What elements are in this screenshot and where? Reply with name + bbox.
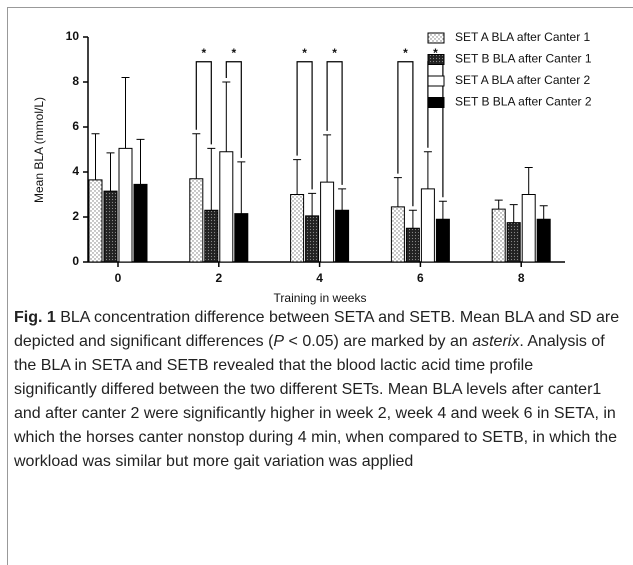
figure-frame [7,7,633,565]
x-tick-label: 6 [417,271,424,285]
bar [189,178,204,263]
y-tick-label: 0 [72,254,79,268]
significance-label: * [231,46,236,60]
bar [335,209,350,263]
caption-text: P [273,333,285,350]
bar [118,147,133,263]
bar [103,190,118,263]
significance-bracket [296,61,313,190]
chart: Training in weeks Mean BLA (mmol/L) 0 2 4 6… [32,29,592,305]
caption-text: BLA concentration difference between SET… [14,309,620,350]
bar [88,179,103,263]
legend-swatch [427,32,445,44]
x-tick-label: 8 [518,271,525,285]
significance-bracket [397,61,414,207]
caption: Fig. 1 BLA concentration difference betw… [14,306,620,474]
legend-label: SET A BLA after Canter 1 [455,30,591,44]
bar [390,206,405,263]
caption-text: . Analysis of the BLA in SETA and SETB r… [14,333,617,470]
bar [435,218,450,263]
y-tick-label: 8 [72,74,79,88]
caption-text: asterix [472,333,520,350]
caption-text: < 0.05) are marked by an [284,333,473,350]
significance-label: * [201,46,206,60]
bar [420,188,435,263]
bar [133,183,148,263]
significance-label: * [433,46,438,60]
bar [491,208,506,263]
x-tick-label: 0 [115,271,122,285]
bar [521,194,536,263]
legend-label: SET B BLA after Canter 1 [455,52,592,66]
legend-swatch [427,75,445,87]
legend-label: SET B BLA after Canter 2 [455,95,592,109]
significance-label: * [302,46,307,60]
x-axis-label: Training in weeks [274,291,367,305]
bar [536,218,551,263]
caption-label: Fig. 1 [14,309,56,326]
legend-label: SET A BLA after Canter 2 [455,73,591,87]
bar [320,181,335,263]
bar [305,215,320,263]
y-axis-label: Mean BLA (mmol/L) [32,97,46,203]
y-tick-label: 2 [72,209,79,223]
significance-bracket [195,61,212,145]
significance-bracket [225,61,242,158]
bar [219,151,234,263]
significance-label: * [403,46,408,60]
y-tick-label: 10 [66,29,80,43]
bar [290,194,305,263]
x-tick-label: 4 [316,271,323,285]
bar [405,227,420,263]
bar [234,213,249,263]
y-tick-label: 4 [72,164,79,178]
bar [506,222,521,263]
x-tick-label: 2 [215,271,222,285]
significance-bracket [326,61,343,185]
bar [204,209,219,263]
legend-swatch [427,54,445,65]
y-tick-label: 6 [72,119,79,133]
legend-swatch [427,97,445,108]
significance-label: * [332,46,337,60]
